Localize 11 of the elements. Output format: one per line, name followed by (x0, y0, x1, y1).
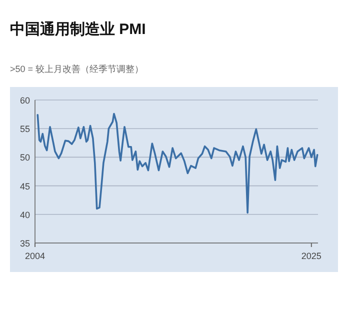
line-series (36, 112, 318, 214)
y-tick-label: 55 (20, 124, 30, 134)
x-tick-label: 2004 (24, 251, 46, 261)
y-tick-label: 35 (20, 238, 30, 248)
y-tick-label: 45 (20, 181, 30, 192)
chart-title: 中国通用制造业 PMI (10, 21, 146, 38)
y-tick-label: 40 (20, 210, 30, 220)
y-tick-label: 50 (20, 152, 30, 163)
chart-subtitle: >50 = 较上月改善（经季节调整） (10, 64, 144, 74)
x-tick-label: 2025 (301, 251, 322, 261)
y-tick-label: 60 (20, 96, 30, 106)
